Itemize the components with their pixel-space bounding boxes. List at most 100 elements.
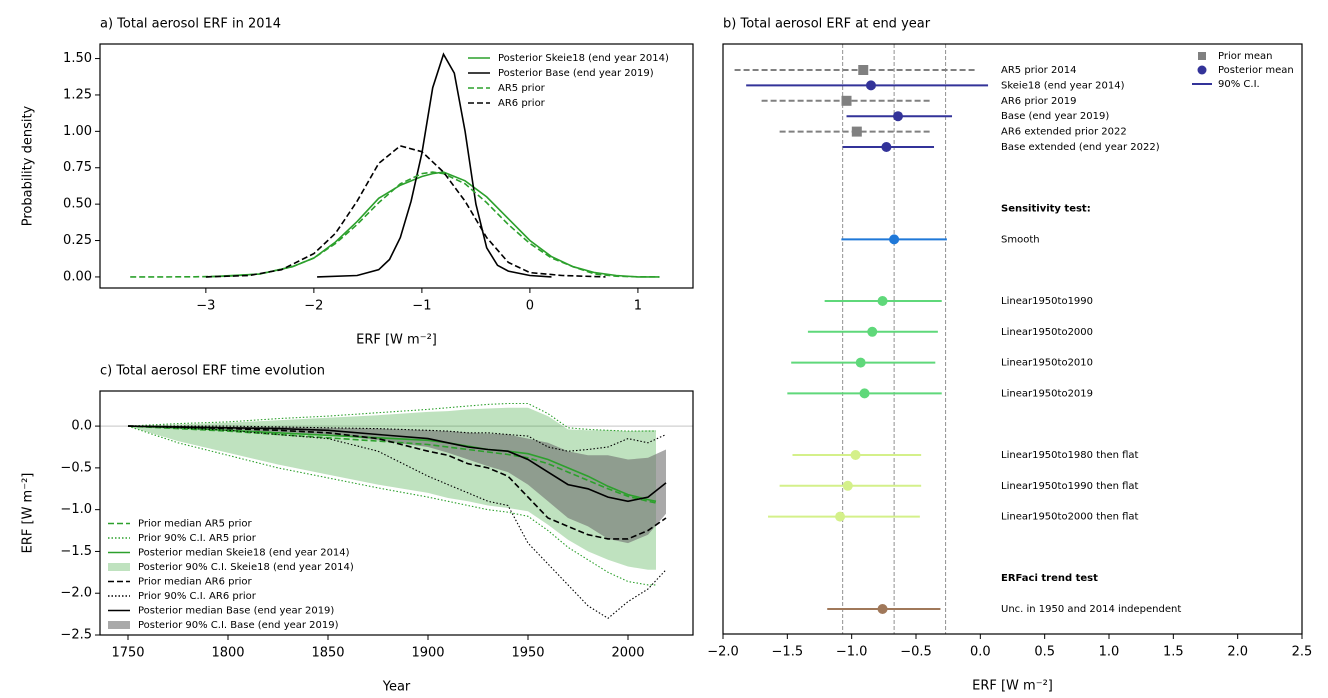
- x-tick-label: 2000: [611, 646, 644, 661]
- legend-swatch: [108, 621, 130, 629]
- mean-marker: [855, 357, 866, 368]
- y-tick-label: 0.0: [71, 419, 92, 434]
- x-tick-label: −1.5: [772, 645, 804, 660]
- legend-label: Posterior mean: [1218, 65, 1294, 76]
- legend-label: Posterior 90% C.I. Base (end year 2019): [138, 620, 339, 631]
- series-line: [127, 425, 657, 504]
- y-tick-label: 0.50: [63, 197, 92, 212]
- mean-marker: [858, 65, 869, 75]
- axes-frame: [99, 390, 694, 636]
- row-label: Base extended (end year 2022): [1001, 142, 1160, 153]
- row-label: AR5 prior 2014: [1001, 65, 1076, 76]
- row-label: Linear1950to1980 then flat: [1001, 450, 1139, 461]
- x-tick-label: −1.0: [836, 645, 868, 660]
- legend-label: Prior 90% C.I. AR6 prior: [138, 591, 257, 602]
- row-label: Smooth: [1001, 234, 1040, 245]
- ci-line: [127, 402, 656, 432]
- mean-marker: [892, 111, 903, 122]
- x-tick-label: 0.5: [1034, 645, 1055, 660]
- mean-marker: [851, 126, 862, 137]
- legend-swatch: [1198, 52, 1206, 60]
- x-axis-label: ERF [W m⁻²]: [356, 333, 437, 348]
- x-tick-label: 2.0: [1227, 645, 1248, 660]
- axes-frame: [722, 43, 1303, 635]
- row-label: Linear1950to2010: [1001, 358, 1093, 369]
- mean-marker: [877, 296, 888, 306]
- legend-label: AR6 prior: [498, 98, 546, 109]
- y-tick-label: 0.75: [63, 160, 92, 175]
- legend-label: AR5 prior: [498, 83, 546, 94]
- x-tick-label: 1850: [311, 646, 344, 661]
- y-tick-label: −1.0: [60, 502, 92, 517]
- x-tick-label: 0.0: [970, 645, 991, 660]
- legend-label: Prior median AR5 prior: [138, 519, 253, 530]
- x-tick-label: 1: [634, 299, 642, 314]
- x-tick-label: −1: [412, 299, 431, 314]
- legend-label: Prior mean: [1218, 51, 1273, 62]
- y-tick-label: 1.25: [63, 87, 92, 102]
- x-tick-label: −2: [304, 299, 323, 314]
- x-tick-label: 1.5: [1163, 645, 1184, 660]
- legend-label: Posterior Base (end year 2019): [498, 68, 654, 79]
- legend-swatch: [1197, 65, 1207, 75]
- legend-label: Posterior Skeie18 (end year 2014): [498, 53, 669, 64]
- mean-marker: [865, 80, 876, 91]
- legend-label: Posterior median Base (end year 2019): [138, 606, 334, 617]
- group-title: ERFaci trend test: [1001, 573, 1098, 584]
- x-tick-label: 1.0: [1099, 645, 1120, 660]
- y-tick-label: −1.5: [60, 544, 92, 559]
- row-label: AR6 prior 2019: [1001, 96, 1076, 107]
- mean-marker: [859, 388, 870, 399]
- chart-title: a) Total aerosol ERF in 2014: [100, 17, 281, 32]
- y-tick-label: −0.5: [60, 460, 92, 475]
- series-line: [317, 52, 552, 278]
- axes-frame: [99, 43, 694, 289]
- x-axis-label: ERF [W m⁻²]: [972, 679, 1053, 694]
- ci-line: [128, 425, 667, 452]
- legend-label: 90% C.I.: [1218, 79, 1260, 90]
- y-tick-label: 1.00: [63, 124, 92, 139]
- mean-marker: [850, 450, 861, 460]
- x-tick-label: −3: [196, 299, 215, 314]
- mean-marker: [867, 326, 878, 337]
- y-axis-label: ERF [W m⁻²]: [21, 473, 36, 554]
- row-label: AR6 extended prior 2022: [1001, 127, 1127, 138]
- ci-line: [127, 425, 656, 586]
- mean-marker: [835, 511, 846, 522]
- row-label: Base (end year 2019): [1001, 111, 1109, 122]
- legend-label: Posterior 90% C.I. Skeie18 (end year 201…: [138, 562, 354, 573]
- x-tick-label: 1950: [511, 646, 544, 661]
- x-tick-label: 1750: [111, 646, 144, 661]
- x-tick-label: 1900: [411, 646, 444, 661]
- series-line: [127, 425, 667, 540]
- row-label: Linear1950to1990: [1001, 296, 1093, 307]
- y-tick-label: −2.5: [60, 628, 92, 643]
- group-title: Sensitivity test:: [1001, 204, 1091, 215]
- row-label: Linear1950to2019: [1001, 388, 1093, 399]
- series-line: [127, 425, 667, 503]
- legend-swatch: [108, 563, 130, 571]
- ci-line: [127, 425, 667, 619]
- y-tick-label: 1.50: [63, 51, 92, 66]
- row-label: Linear1950to2000 then flat: [1001, 512, 1139, 523]
- x-tick-label: −0.5: [900, 645, 932, 660]
- y-tick-label: −2.0: [60, 586, 92, 601]
- legend-label: Prior 90% C.I. AR5 prior: [138, 533, 257, 544]
- series-line: [205, 171, 660, 278]
- mean-marker: [889, 234, 900, 245]
- mean-marker: [877, 604, 888, 614]
- row-label: Skeie18 (end year 2014): [1001, 80, 1125, 91]
- x-tick-label: 1800: [211, 646, 244, 661]
- row-label: Linear1950to1990 then flat: [1001, 481, 1139, 492]
- chart-title: c) Total aerosol ERF time evolution: [100, 364, 325, 379]
- row-label: Unc. in 1950 and 2014 independent: [1001, 604, 1181, 615]
- legend-label: Prior median AR6 prior: [138, 577, 253, 588]
- series-line: [205, 145, 606, 278]
- x-axis-label: Year: [382, 680, 411, 695]
- y-axis-label: Probability density: [21, 105, 36, 226]
- y-tick-label: 0.00: [63, 269, 92, 284]
- y-tick-label: 0.25: [63, 233, 92, 248]
- mean-marker: [881, 142, 892, 152]
- mean-marker: [841, 95, 852, 106]
